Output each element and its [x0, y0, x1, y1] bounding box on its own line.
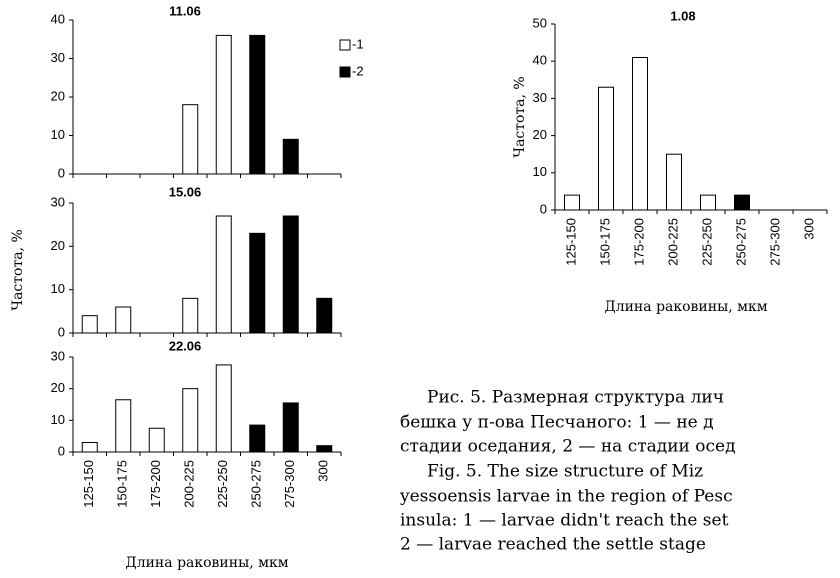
x-tick-label: 125-150 [563, 218, 578, 266]
y-tick-label: 40 [533, 53, 547, 68]
bar [316, 297, 333, 334]
x-tick-label: 300 [801, 218, 816, 240]
y-tick-label: 20 [51, 238, 65, 253]
bar [700, 194, 716, 211]
y-tick-label: 30 [51, 348, 65, 363]
legend-label: -2 [352, 63, 364, 78]
bar [316, 445, 333, 453]
bar [282, 215, 299, 334]
bar [215, 215, 232, 334]
bar [249, 424, 266, 453]
x-axis-label: Длина раковины, мкм [604, 299, 767, 315]
y-tick-label: 0 [58, 443, 65, 458]
caption-line: Рис. 5. Размерная структура лич [427, 388, 724, 408]
x-tick-label: 225-250 [699, 218, 714, 266]
y-tick-label: 20 [51, 380, 65, 395]
y-tick-label: 0 [58, 165, 65, 180]
x-tick-label: 275-300 [767, 218, 782, 266]
caption-line: бешка у п-ова Песчаного: 1 — не д [400, 413, 714, 433]
y-tick-label: 20 [533, 127, 547, 142]
y-tick-label: 30 [533, 90, 547, 105]
caption-line: insula: 1 — larvae didn't reach the set [400, 511, 729, 531]
x-tick-label: 225-250 [215, 460, 230, 508]
bar [148, 427, 165, 453]
caption-line: 2 — larvae reached the settle stage [400, 535, 706, 555]
y-tick-label: 50 [533, 15, 547, 30]
x-tick-label: 125-150 [81, 460, 96, 508]
bar [115, 399, 132, 453]
x-tick-label: 175-200 [631, 218, 646, 266]
y-tick-label: 10 [51, 281, 65, 296]
bar [249, 232, 266, 334]
y-tick-label: 20 [51, 88, 65, 103]
y-tick-label: 0 [540, 201, 547, 216]
bar [282, 402, 299, 453]
chart-title: 1.08 [670, 8, 695, 23]
y-tick-label: 40 [51, 11, 65, 26]
bar [666, 153, 682, 211]
x-axis-label: Длина раковины, мкм [125, 555, 288, 571]
y-axis-label: Частота, % [512, 76, 528, 157]
bar [249, 34, 266, 175]
x-tick-label: 200-225 [665, 218, 680, 266]
x-tick-label: 250-275 [249, 460, 264, 508]
y-axis-label: Частота, % [10, 229, 26, 310]
x-tick-label: 150-175 [115, 460, 130, 508]
bar [81, 315, 98, 334]
caption-line: yessoensis larvae in the region of Pesc [399, 487, 733, 507]
y-tick-label: 30 [51, 194, 65, 209]
y-tick-label: 10 [51, 127, 65, 142]
y-tick-label: 10 [533, 164, 547, 179]
chart-title: 22.06 [169, 338, 202, 353]
x-tick-label: 175-200 [148, 460, 163, 508]
bar [81, 442, 98, 453]
caption-line: Fig. 5. The size structure of Miz [427, 462, 703, 482]
caption-line: стадии оседания, 2 — на стадии осед [400, 437, 736, 457]
bar [182, 104, 199, 175]
bar [215, 364, 232, 453]
y-tick-label: 10 [51, 412, 65, 427]
y-tick-label: 0 [58, 324, 65, 339]
bar [282, 138, 299, 175]
x-tick-label: 200-225 [182, 460, 197, 508]
x-tick-label: 150-175 [597, 218, 612, 266]
bar [564, 194, 580, 211]
x-tick-label: 300 [316, 460, 331, 482]
legend-swatch [339, 39, 351, 51]
bar [632, 56, 648, 211]
bar [734, 194, 750, 211]
chart-title: 11.06 [169, 3, 201, 18]
y-tick-label: 30 [51, 50, 65, 65]
chart-title: 15.06 [169, 184, 202, 199]
bar [182, 388, 199, 453]
x-tick-label: 275-300 [282, 460, 297, 508]
legend-swatch [339, 66, 351, 78]
x-tick-label: 250-275 [733, 218, 748, 266]
legend-label: -1 [352, 36, 364, 51]
bar [598, 86, 614, 211]
bar [182, 297, 199, 334]
bar [215, 34, 232, 175]
bar [115, 306, 132, 334]
